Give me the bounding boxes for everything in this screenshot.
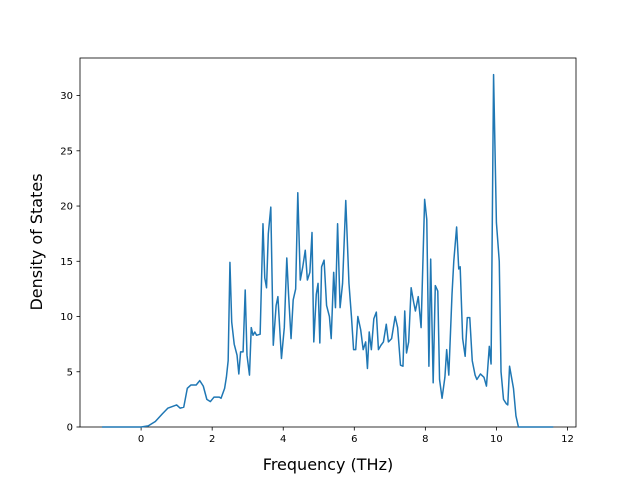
x-tick-label: 0 xyxy=(138,434,144,445)
x-tick-label: 2 xyxy=(209,434,215,445)
y-tick-label: 5 xyxy=(67,367,73,378)
x-tick-label: 6 xyxy=(351,434,357,445)
y-tick-label: 25 xyxy=(60,146,73,157)
y-tick-label: 20 xyxy=(60,202,73,213)
x-tick-label: 4 xyxy=(280,434,286,445)
plot-frame xyxy=(79,57,577,428)
y-tick-label: 10 xyxy=(60,312,73,323)
line xyxy=(102,73,554,428)
x-tick-label: 10 xyxy=(490,434,503,445)
y-tick-label: 15 xyxy=(60,257,73,268)
x-tick-label: 12 xyxy=(561,434,574,445)
y-axis-label: Density of States xyxy=(27,173,46,310)
y-tick-label: 0 xyxy=(67,423,73,434)
x-axis-label: Frequency (THz) xyxy=(263,455,393,474)
x-tick-label: 8 xyxy=(422,434,428,445)
y-tick-label: 30 xyxy=(60,91,73,102)
